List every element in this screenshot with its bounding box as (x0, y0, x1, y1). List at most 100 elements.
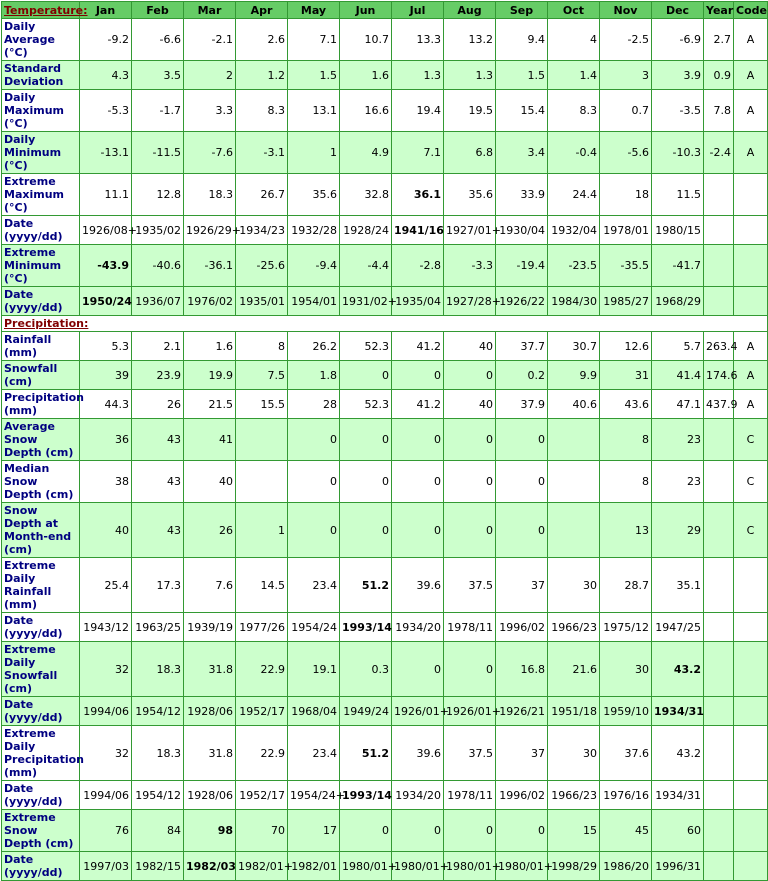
value-cell: 0 (339, 809, 392, 852)
value-cell: 37 (495, 725, 548, 781)
value-cell: 45 (599, 809, 652, 852)
value-cell: 31.8 (183, 725, 236, 781)
value-cell: 1975/12 (599, 612, 652, 642)
value-cell: 36.1 (391, 173, 444, 216)
value-cell: 39.6 (391, 557, 444, 613)
value-cell: 1982/03 (183, 851, 236, 881)
value-cell: 1935/01 (235, 286, 288, 316)
value-cell: 1928/06 (183, 696, 236, 726)
value-cell: 1982/01+ (235, 851, 293, 881)
value-cell: 40 (79, 502, 132, 558)
column-header: Code (733, 1, 768, 19)
value-cell: 43.2 (651, 641, 704, 697)
value-cell: 52.3 (339, 389, 392, 419)
value-cell: 1932/04 (547, 215, 600, 245)
value-cell: -1.7 (131, 89, 184, 132)
value-cell: 0 (443, 360, 496, 390)
value-cell: 1943/12 (79, 612, 132, 642)
value-cell: -35.5 (599, 244, 652, 287)
value-cell (703, 809, 734, 852)
value-cell: 0 (443, 418, 496, 461)
value-cell: 1939/19 (183, 612, 236, 642)
value-cell: 1986/20 (599, 851, 652, 881)
value-cell: -3.5 (651, 89, 704, 132)
value-cell: 3.5 (131, 60, 184, 90)
value-cell: 0.9 (703, 60, 734, 90)
value-cell: 47.1 (651, 389, 704, 419)
column-header: Mar (183, 1, 236, 19)
value-cell: 0 (495, 502, 548, 558)
value-cell: 26.2 (287, 331, 340, 361)
value-cell: 1976/16 (599, 780, 652, 810)
value-cell: 1976/02 (183, 286, 236, 316)
value-cell: 1930/04 (495, 215, 548, 245)
value-cell: 37 (495, 557, 548, 613)
value-cell: 1954/12 (131, 696, 184, 726)
value-cell: -5.6 (599, 131, 652, 174)
row-label: Average Snow Depth (cm) (1, 418, 80, 461)
value-cell: 1994/06 (79, 780, 132, 810)
value-cell: 6.8 (443, 131, 496, 174)
value-cell: 41.2 (391, 331, 444, 361)
column-header: Sep (495, 1, 548, 19)
code-cell (733, 809, 768, 852)
code-cell (733, 641, 768, 697)
value-cell: 4.3 (79, 60, 132, 90)
value-cell: 0 (443, 502, 496, 558)
code-cell (733, 215, 768, 245)
value-cell: -3.3 (443, 244, 496, 287)
value-cell (703, 851, 734, 881)
value-cell: 263.4 (703, 331, 738, 361)
value-cell: 26 (131, 389, 184, 419)
value-cell: 51.2 (339, 557, 392, 613)
section-header-cell: Temperature: (1, 1, 88, 19)
code-cell: A (733, 60, 768, 90)
value-cell: 8.3 (235, 89, 288, 132)
column-header: May (287, 1, 340, 19)
code-cell (733, 286, 768, 316)
data-row: Rainfall (mm) 5.3 2.1 1.6 8 26.2 52.3 41.2 40 37.… (1, 331, 768, 361)
value-cell: 1954/01 (287, 286, 340, 316)
value-cell: 1978/11 (443, 612, 496, 642)
value-cell: 0 (287, 418, 340, 461)
value-cell: 1931/02+ (339, 286, 397, 316)
data-row: Date (yyyy/dd) 1926/08+ 1935/02 1926/29+ 193… (1, 215, 768, 245)
value-cell: 26 (183, 502, 236, 558)
value-cell: 1963/25 (131, 612, 184, 642)
value-cell: 1926/29+ (183, 215, 241, 245)
value-cell (235, 418, 288, 461)
column-header: Jun (339, 1, 392, 19)
data-row: Snow Depth at Month-end (cm) 40 43 26 1 0 0 0 0 0… (1, 502, 768, 558)
value-cell: 1996/02 (495, 780, 548, 810)
value-cell: 17.3 (131, 557, 184, 613)
value-cell: -11.5 (131, 131, 184, 174)
data-row: Extreme Daily Snowfall (cm) 32 18.3 31.8 22.… (1, 641, 768, 697)
value-cell: 1994/06 (79, 696, 132, 726)
value-cell: 4 (547, 18, 600, 61)
data-row: Snowfall (cm) 39 23.9 19.9 7.5 1.8 0 0 0 0.2 9.9 31… (1, 360, 768, 390)
value-cell: 0 (495, 809, 548, 852)
value-cell: 1936/07 (131, 286, 184, 316)
value-cell: 0 (443, 809, 496, 852)
value-cell: 0 (339, 502, 392, 558)
row-label: Extreme Snow Depth (cm) (1, 809, 80, 852)
value-cell: -23.5 (547, 244, 600, 287)
value-cell: 0 (339, 460, 392, 503)
value-cell: 1927/01+ (443, 215, 501, 245)
value-cell: 23.4 (287, 725, 340, 781)
value-cell: -2.4 (703, 131, 734, 174)
value-cell: 41 (183, 418, 236, 461)
value-cell: 0 (391, 809, 444, 852)
code-cell (733, 244, 768, 287)
value-cell: 60 (651, 809, 704, 852)
value-cell: 1.5 (495, 60, 548, 90)
data-row: Precipitation (mm) 44.3 26 21.5 15.5 28 52.3 41… (1, 389, 768, 419)
value-cell: 28 (287, 389, 340, 419)
value-cell: 1.6 (183, 331, 236, 361)
section-link[interactable]: Precipitation: (4, 317, 89, 330)
section-link[interactable]: Temperature: (4, 3, 88, 17)
data-row: Extreme Maximum (°C) 11.1 12.8 18.3 26.7 35.6… (1, 173, 768, 216)
value-cell: 43 (131, 460, 184, 503)
value-cell: 22.9 (235, 641, 288, 697)
data-row: Extreme Snow Depth (cm) 76 84 98 70 17 0 0 0 0 15 4… (1, 809, 768, 852)
